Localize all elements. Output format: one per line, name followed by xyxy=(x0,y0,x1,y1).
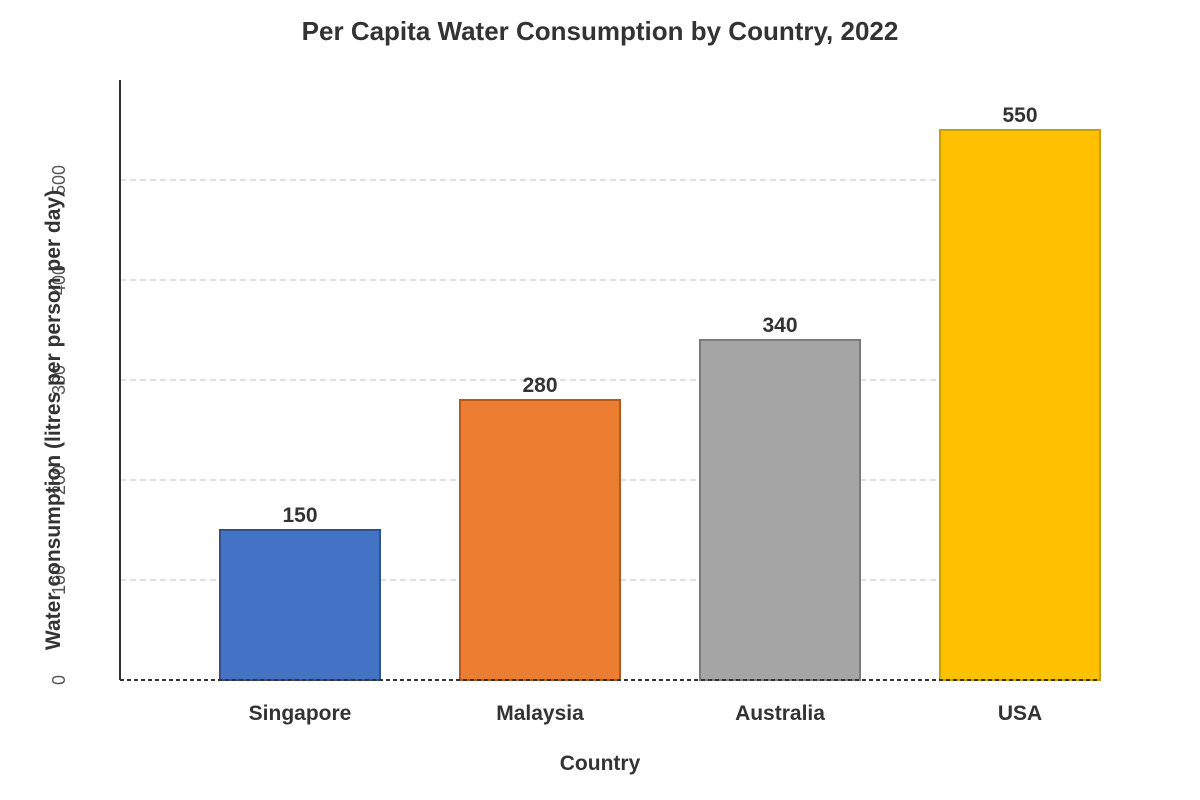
y-tick-label-0: 0 xyxy=(49,675,69,685)
x-tick-label-singapore: Singapore xyxy=(249,702,352,725)
y-tick-label-100: 100 xyxy=(49,565,69,595)
data-labels: 150 280 340 550 xyxy=(282,104,1037,527)
data-label-malaysia: 280 xyxy=(522,374,557,397)
y-axis-label: Water consumption (litres per person per… xyxy=(42,190,65,650)
data-label-australia: 340 xyxy=(762,314,797,337)
data-label-singapore: 150 xyxy=(282,504,317,527)
data-label-usa: 550 xyxy=(1002,104,1037,127)
x-tick-labels: Singapore Malaysia Australia USA xyxy=(249,702,1043,725)
bar-malaysia xyxy=(459,399,621,681)
y-tick-labels: 0 100 200 300 400 500 xyxy=(49,165,69,685)
x-tick-label-australia: Australia xyxy=(735,702,825,725)
y-tick-label-400: 400 xyxy=(49,265,69,295)
bar-australia xyxy=(699,339,861,681)
chart-title: Per Capita Water Consumption by Country,… xyxy=(302,16,899,46)
x-tick-label-malaysia: Malaysia xyxy=(496,702,584,725)
bars xyxy=(219,129,1101,681)
y-tick-label-300: 300 xyxy=(49,365,69,395)
y-tick-label-200: 200 xyxy=(49,465,69,495)
bar-singapore xyxy=(219,529,381,681)
bar-usa xyxy=(939,129,1101,681)
y-tick-label-500: 500 xyxy=(49,165,69,195)
x-axis-label: Country xyxy=(560,752,641,775)
x-tick-label-usa: USA xyxy=(998,702,1042,725)
